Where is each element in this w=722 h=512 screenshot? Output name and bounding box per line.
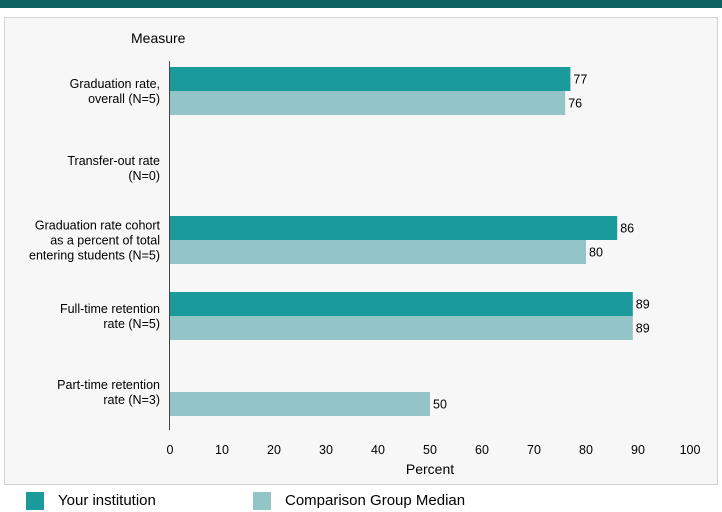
x-tick-label: 0 bbox=[167, 443, 174, 457]
category-label: Part-time retention bbox=[57, 378, 160, 392]
bar bbox=[170, 392, 430, 416]
bar-value-label: 89 bbox=[636, 322, 650, 336]
bar bbox=[170, 240, 586, 264]
x-axis-title: Percent bbox=[406, 461, 454, 477]
bar-value-label: 86 bbox=[620, 222, 634, 236]
category-label: entering students (N=5) bbox=[29, 249, 160, 263]
category-label: (N=0) bbox=[128, 169, 160, 183]
x-axis-ticks: 0 10 20 30 40 50 60 70 80 90 100 bbox=[167, 443, 701, 457]
category-label: Graduation rate, bbox=[70, 77, 160, 91]
bar-value-label: 77 bbox=[573, 73, 587, 87]
bar-chart: Measure Graduation rate,overall (N=5) Tra… bbox=[29, 30, 701, 477]
x-tick-label: 10 bbox=[215, 443, 229, 457]
bar bbox=[170, 292, 633, 316]
legend-swatch-your-institution bbox=[26, 492, 44, 510]
bar bbox=[170, 316, 633, 340]
bar bbox=[170, 67, 571, 91]
category-axis-title: Measure bbox=[131, 30, 186, 46]
x-tick-label: 100 bbox=[680, 443, 701, 457]
bar bbox=[170, 216, 618, 240]
x-tick-label: 40 bbox=[371, 443, 385, 457]
bar-value-label: 50 bbox=[433, 398, 447, 412]
category-label: Transfer-out rate bbox=[67, 154, 160, 168]
legend-label-comparison-group: Comparison Group Median bbox=[285, 492, 466, 509]
legend-swatch-comparison-group bbox=[253, 492, 271, 510]
category-labels: Graduation rate,overall (N=5) Transfer-ou… bbox=[29, 77, 161, 407]
bar-value-label: 80 bbox=[589, 246, 603, 260]
x-tick-label: 60 bbox=[475, 443, 489, 457]
category-label: rate (N=3) bbox=[103, 393, 160, 407]
x-tick-label: 30 bbox=[319, 443, 333, 457]
top-accent-bar bbox=[0, 0, 722, 8]
bars bbox=[170, 67, 633, 416]
x-tick-label: 70 bbox=[527, 443, 541, 457]
x-tick-label: 90 bbox=[631, 443, 645, 457]
bar bbox=[170, 91, 566, 115]
category-label: as a percent of total bbox=[50, 234, 160, 248]
x-tick-label: 80 bbox=[579, 443, 593, 457]
category-label: rate (N=5) bbox=[103, 317, 160, 331]
category-label: Full-time retention bbox=[60, 302, 160, 316]
legend: Your institution Comparison Group Median bbox=[0, 490, 722, 512]
bar-value-label: 76 bbox=[568, 97, 582, 111]
x-tick-label: 20 bbox=[267, 443, 281, 457]
category-label: overall (N=5) bbox=[88, 92, 160, 106]
x-tick-label: 50 bbox=[423, 443, 437, 457]
category-label: Graduation rate cohort bbox=[35, 219, 161, 233]
legend-label-your-institution: Your institution bbox=[58, 492, 156, 509]
value-labels: 77 86 89 76 80 89 50 bbox=[433, 73, 650, 412]
bar-value-label: 89 bbox=[636, 298, 650, 312]
